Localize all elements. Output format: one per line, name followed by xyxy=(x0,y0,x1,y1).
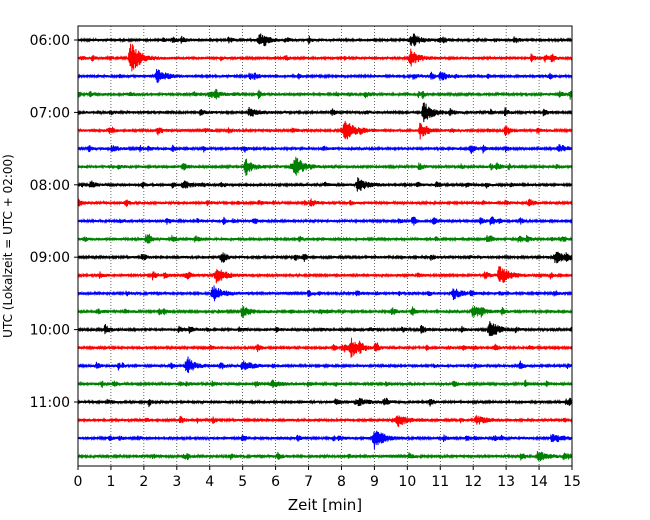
x-tick-label: 11 xyxy=(431,474,449,490)
trace-row xyxy=(77,356,573,373)
x-tick-label: 3 xyxy=(172,474,181,490)
trace-row xyxy=(77,430,573,450)
trace-row xyxy=(77,251,573,264)
trace-row xyxy=(77,156,573,176)
x-tick-label: 8 xyxy=(337,474,346,490)
x-tick-label: 12 xyxy=(464,474,482,490)
trace-row xyxy=(77,216,573,226)
trace-row xyxy=(77,321,573,337)
x-tick-label: 15 xyxy=(563,474,581,490)
trace-row xyxy=(77,102,573,123)
x-tick-label: 7 xyxy=(304,474,313,490)
x-axis-ticks: 0 1 2 3 4 5 6 7 8 9 10 11 12 13 14 15 xyxy=(74,466,581,490)
trace-row xyxy=(77,397,573,408)
trace-row xyxy=(77,68,573,84)
x-tick-label: 14 xyxy=(530,474,548,490)
trace-row xyxy=(77,88,573,100)
plot-area xyxy=(78,26,572,466)
y-tick-label: 10:00 xyxy=(30,323,70,339)
x-tick-label: 2 xyxy=(139,474,148,490)
trace-row xyxy=(77,33,573,47)
x-tick-label: 9 xyxy=(370,474,379,490)
x-tick-label: 13 xyxy=(497,474,515,490)
trace-row xyxy=(77,198,573,207)
x-tick-label: 10 xyxy=(398,474,416,490)
y-axis-ticks: 06:00 07:00 08:00 09:00 10:00 11:00 xyxy=(30,33,78,411)
trace-row xyxy=(77,177,573,192)
x-axis-label: Zeit [min] xyxy=(288,496,362,514)
x-tick-label: 6 xyxy=(271,474,280,490)
x-tick-label: 0 xyxy=(74,474,83,490)
y-tick-label: 11:00 xyxy=(30,395,70,411)
y-axis-label: UTC (Lokalzeit = UTC + 02:00) xyxy=(1,154,15,338)
trace-row xyxy=(77,451,573,462)
trace-row xyxy=(77,285,573,302)
trace-row xyxy=(77,144,573,154)
y-tick-label: 09:00 xyxy=(30,250,70,266)
trace-row xyxy=(77,379,573,389)
trace-row xyxy=(77,120,573,140)
trace-row xyxy=(77,233,573,244)
y-tick-label: 07:00 xyxy=(30,105,70,121)
x-tick-label: 5 xyxy=(238,474,247,490)
seismogram-traces xyxy=(77,33,573,462)
trace-row xyxy=(77,337,573,358)
x-tick-label: 1 xyxy=(106,474,115,490)
trace-row xyxy=(77,266,573,284)
x-gridlines xyxy=(110,26,540,466)
plot-frame xyxy=(77,25,573,467)
y-tick-label: 06:00 xyxy=(30,33,70,49)
x-tick-label: 4 xyxy=(205,474,214,490)
y-tick-label: 08:00 xyxy=(30,178,70,194)
trace-row xyxy=(77,43,573,72)
trace-row xyxy=(77,306,573,319)
trace-row xyxy=(77,415,573,427)
